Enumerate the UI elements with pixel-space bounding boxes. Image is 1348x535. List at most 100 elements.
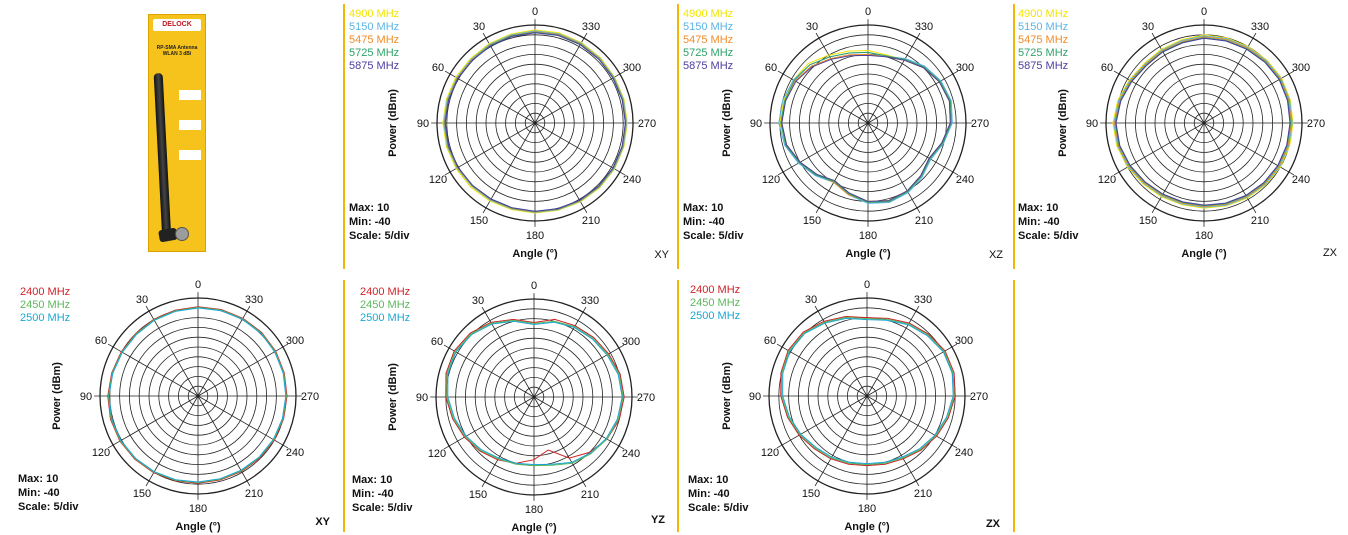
angle-tick-label: 120 bbox=[428, 448, 446, 460]
panel-divider bbox=[1013, 280, 1015, 532]
angle-tick-label: 300 bbox=[956, 62, 974, 74]
grid-spoke bbox=[197, 343, 289, 397]
brand-logo: DELOCK bbox=[153, 19, 201, 31]
angle-tick-label: 60 bbox=[95, 335, 107, 347]
legend-entry: 5875 MHz bbox=[349, 60, 399, 72]
angle-tick-label: 270 bbox=[637, 392, 655, 404]
product-sticker bbox=[179, 90, 201, 100]
angle-tick-label: 240 bbox=[956, 174, 974, 186]
series-line bbox=[781, 53, 951, 202]
x-axis-label: Angle (°) bbox=[511, 522, 557, 534]
grid-spoke bbox=[107, 395, 199, 449]
angle-tick-label: 90 bbox=[749, 391, 761, 403]
angle-tick-label: 60 bbox=[432, 62, 444, 74]
series-line bbox=[781, 316, 955, 466]
angle-tick-label: 150 bbox=[133, 488, 151, 500]
angle-tick-label: 60 bbox=[765, 62, 777, 74]
legend-entry: 5475 MHz bbox=[683, 34, 733, 46]
angle-tick-label: 120 bbox=[92, 447, 110, 459]
product-title: RP-SMA Antenna WLAN 3 dBi bbox=[156, 45, 198, 57]
angle-tick-label: 30 bbox=[1142, 21, 1154, 33]
angle-tick-label: 240 bbox=[1292, 174, 1310, 186]
series-line bbox=[1114, 37, 1292, 207]
grid-spoke bbox=[777, 122, 869, 176]
angle-tick-label: 120 bbox=[761, 447, 779, 459]
angle-tick-label: 330 bbox=[581, 295, 599, 307]
min-label: Min: -40 bbox=[18, 487, 60, 499]
angle-tick-label: 300 bbox=[623, 62, 641, 74]
angle-tick-label: 30 bbox=[806, 21, 818, 33]
angle-tick-label: 180 bbox=[526, 230, 544, 242]
x-axis-label: Angle (°) bbox=[845, 248, 891, 260]
min-label: Min: -40 bbox=[688, 488, 730, 500]
grid-spoke bbox=[867, 70, 959, 124]
panel-divider bbox=[1013, 4, 1015, 269]
rp-sma-connector bbox=[175, 227, 189, 241]
angle-tick-label: 330 bbox=[915, 21, 933, 33]
angle-tick-label: 180 bbox=[525, 504, 543, 516]
angle-tick-label: 30 bbox=[136, 294, 148, 306]
angle-tick-label: 210 bbox=[245, 488, 263, 500]
legend-entry: 2450 MHz bbox=[20, 299, 70, 311]
grid-spoke bbox=[443, 396, 535, 450]
angle-tick-label: 210 bbox=[582, 215, 600, 227]
series-line bbox=[107, 306, 287, 484]
angle-tick-label: 90 bbox=[750, 118, 762, 130]
max-label: Max: 10 bbox=[683, 202, 723, 214]
max-label: Max: 10 bbox=[349, 202, 389, 214]
angle-tick-label: 270 bbox=[970, 391, 988, 403]
series-line bbox=[780, 315, 956, 467]
angle-tick-label: 30 bbox=[473, 21, 485, 33]
grid-spoke bbox=[866, 305, 920, 397]
legend-entry: 2500 MHz bbox=[690, 310, 740, 322]
angle-tick-label: 30 bbox=[805, 294, 817, 306]
angle-tick-label: 240 bbox=[286, 447, 304, 459]
series-line bbox=[1112, 34, 1294, 209]
scale-label: Scale: 5/div bbox=[688, 502, 749, 514]
grid-spoke bbox=[533, 396, 587, 488]
angle-tick-label: 330 bbox=[582, 21, 600, 33]
max-label: Max: 10 bbox=[352, 474, 392, 486]
legend-entry: 2450 MHz bbox=[360, 299, 410, 311]
legend-entry: 4900 MHz bbox=[683, 8, 733, 20]
angle-tick-label: 180 bbox=[189, 503, 207, 515]
angle-tick-label: 180 bbox=[858, 503, 876, 515]
series-line bbox=[1115, 37, 1291, 206]
angle-tick-label: 300 bbox=[955, 335, 973, 347]
grid-spoke bbox=[815, 122, 869, 214]
grid-spoke bbox=[443, 344, 535, 398]
grid-spoke bbox=[444, 70, 536, 124]
grid-spoke bbox=[481, 396, 535, 488]
angle-tick-label: 120 bbox=[1098, 174, 1116, 186]
grid-spoke bbox=[482, 32, 536, 124]
legend-entry: 5725 MHz bbox=[1018, 47, 1068, 59]
angle-tick-label: 90 bbox=[417, 118, 429, 130]
angle-tick-label: 0 bbox=[195, 279, 201, 291]
angle-tick-label: 330 bbox=[914, 294, 932, 306]
angle-tick-label: 180 bbox=[859, 230, 877, 242]
y-axis-label: Power (dBm) bbox=[1057, 89, 1069, 157]
panel-divider bbox=[343, 4, 345, 269]
legend-entry: 5475 MHz bbox=[349, 34, 399, 46]
plane-label: XY bbox=[654, 249, 669, 261]
legend-entry: 5875 MHz bbox=[1018, 60, 1068, 72]
scale-label: Scale: 5/div bbox=[349, 230, 410, 242]
angle-tick-label: 300 bbox=[1292, 62, 1310, 74]
series-line bbox=[447, 320, 623, 466]
legend-entry: 5150 MHz bbox=[1018, 21, 1068, 33]
series-line bbox=[442, 29, 628, 214]
grid-spoke bbox=[776, 343, 868, 397]
angle-tick-label: 180 bbox=[1195, 230, 1213, 242]
angle-tick-label: 210 bbox=[914, 488, 932, 500]
x-axis-label: Angle (°) bbox=[1181, 248, 1227, 260]
angle-tick-label: 270 bbox=[971, 118, 989, 130]
angle-tick-label: 150 bbox=[469, 489, 487, 501]
grid-spoke bbox=[533, 306, 587, 398]
angle-tick-label: 0 bbox=[1201, 6, 1207, 18]
panel-divider bbox=[677, 4, 679, 269]
min-label: Min: -40 bbox=[352, 488, 394, 500]
x-axis-label: Angle (°) bbox=[512, 248, 558, 260]
